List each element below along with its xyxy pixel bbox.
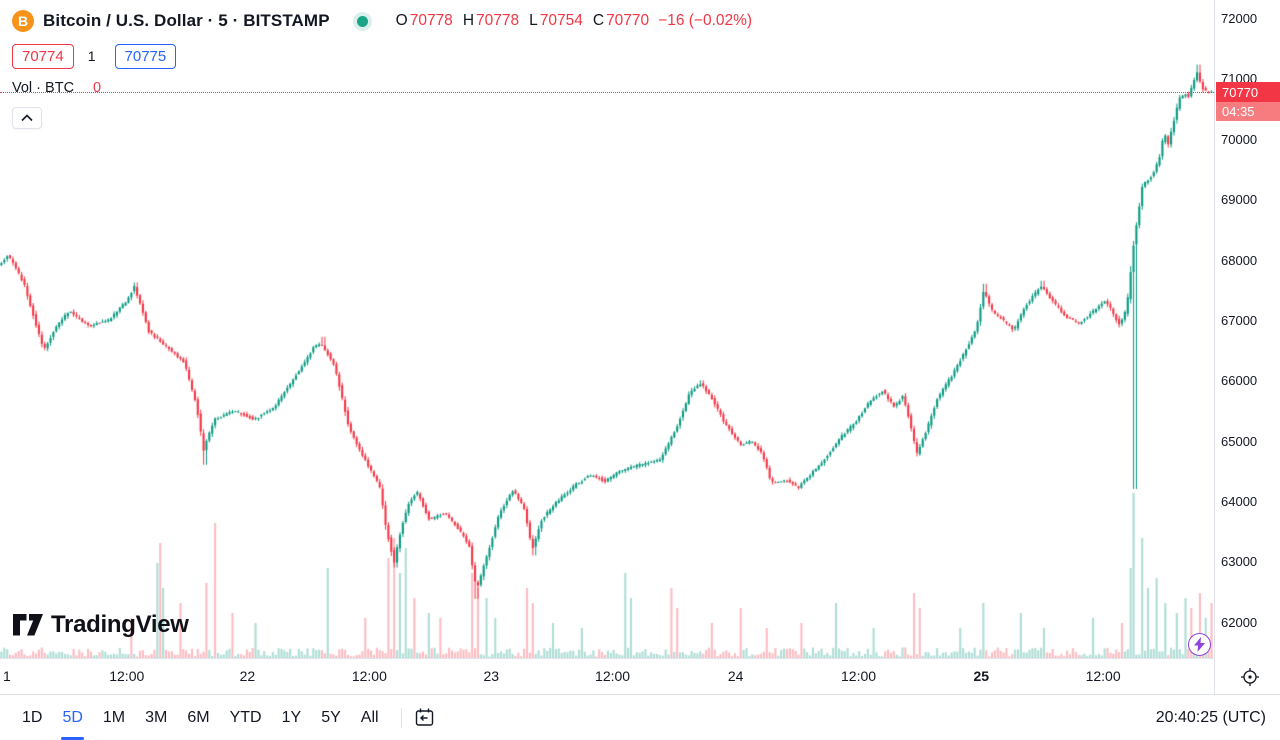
chevron-up-icon — [21, 114, 33, 122]
range-button-5y[interactable]: 5Y — [321, 708, 341, 726]
calendar-icon — [415, 708, 433, 726]
low-label: L — [529, 12, 538, 29]
time-tick-label: 12:00 — [109, 668, 145, 684]
collapse-legend-button[interactable] — [12, 107, 42, 129]
close-label: C — [592, 12, 605, 29]
sell-bid-button[interactable]: 70774 — [12, 43, 74, 69]
open-label: O — [395, 12, 408, 29]
price-tick-label: 72000 — [1221, 11, 1258, 27]
volume-row: Vol · BTC 0 — [12, 79, 752, 97]
volume-label[interactable]: Vol · BTC — [12, 80, 75, 96]
last-price-line — [0, 92, 1214, 93]
tradingview-logo[interactable]: TradingView — [12, 611, 189, 639]
price-tick-label: 68000 — [1221, 252, 1258, 268]
time-tick-label: 1 — [3, 668, 11, 684]
clock-utc[interactable]: 20:40:25 (UTC) — [1155, 708, 1266, 726]
price-tick-label: 67000 — [1221, 312, 1258, 328]
bitcoin-icon: B — [12, 10, 34, 32]
go-to-date-button[interactable] — [414, 707, 435, 728]
price-tick-label: 65000 — [1221, 433, 1258, 449]
price-tick-label: 70000 — [1221, 131, 1258, 147]
range-button-6m[interactable]: 6M — [187, 708, 210, 726]
time-tick-label: 12:00 — [351, 668, 387, 684]
high-label: H — [462, 12, 475, 29]
market-status-dot[interactable] — [356, 15, 368, 27]
last-price-tag: 70770 04:35 — [1216, 82, 1280, 121]
range-button-5d[interactable]: 5D — [52, 705, 92, 740]
last-price-value: 70770 — [1216, 82, 1280, 102]
time-tick-label: 24 — [727, 668, 744, 684]
bar-countdown: 04:35 — [1216, 102, 1280, 121]
range-button-ytd[interactable]: YTD — [229, 708, 262, 726]
symbol-row: B Bitcoin / U.S. Dollar · 5 · BITSTAMP O… — [12, 8, 752, 34]
lightning-icon — [1194, 637, 1205, 652]
time-tick-label: 22 — [239, 668, 256, 684]
chart-canvas[interactable] — [0, 0, 1213, 658]
bottom-toolbar: 1D 5D 1M 3M 6M YTD 1Y 5Y All 20:40:25 (UTC) — [0, 694, 1280, 740]
range-button-1d[interactable]: 1D — [22, 708, 43, 726]
close-value: 70770 — [606, 12, 650, 29]
tradingview-logo-text: TradingView — [51, 611, 189, 638]
lightning-boost-button[interactable] — [1188, 633, 1211, 656]
time-tick-label: 23 — [483, 668, 500, 684]
time-tick-label: 25 — [973, 668, 990, 684]
spread-value: 1 — [87, 48, 96, 64]
range-button-1m[interactable]: 1M — [102, 708, 126, 726]
chart-legend: B Bitcoin / U.S. Dollar · 5 · BITSTAMP O… — [12, 8, 752, 129]
tradingview-logo-icon — [13, 614, 43, 636]
change-value: −16 (−0.02%) — [658, 12, 753, 29]
symbol-title[interactable]: Bitcoin / U.S. Dollar · 5 · BITSTAMP — [43, 11, 330, 30]
range-button-all[interactable]: All — [360, 708, 379, 726]
range-button-3m[interactable]: 3M — [145, 708, 168, 726]
open-value: 70778 — [409, 12, 453, 29]
buy-ask-button[interactable]: 70775 — [114, 43, 177, 69]
volume-value: 0 — [93, 80, 102, 96]
high-value: 70778 — [476, 12, 520, 29]
date-range-switcher: 1D 5D 1M 3M 6M YTD 1Y 5Y All — [12, 705, 389, 740]
chart-pane[interactable]: TradingView 0 — [0, 0, 1214, 658]
price-tick-label: 63000 — [1221, 554, 1258, 570]
toolbar-divider — [400, 707, 402, 728]
range-button-1y[interactable]: 1Y — [281, 708, 302, 726]
time-tick-label: 12:00 — [841, 668, 877, 684]
scales-settings-icon[interactable] — [1240, 667, 1260, 687]
low-value: 70754 — [539, 12, 583, 29]
time-tick-label: 12:00 — [595, 668, 631, 684]
price-axis[interactable]: 72000 71000 70000 69000 68000 67000 66000 65000… — [1214, 0, 1280, 694]
price-tick-label: 66000 — [1221, 373, 1258, 389]
ohlc-values: O 70778 H 70778 L 70754 C 70770 −16 (−0.02%) — [396, 12, 752, 30]
bid-ask-row: 70774 1 70775 — [12, 42, 752, 70]
price-tick-label: 69000 — [1221, 192, 1258, 208]
time-tick-label: 12:00 — [1085, 668, 1121, 684]
time-axis[interactable]: 1 12:00 22 12:00 23 12:00 24 12:00 25 12:00 — [0, 658, 1214, 694]
price-tick-label: 64000 — [1221, 494, 1258, 510]
price-tick-label: 62000 — [1221, 614, 1258, 630]
